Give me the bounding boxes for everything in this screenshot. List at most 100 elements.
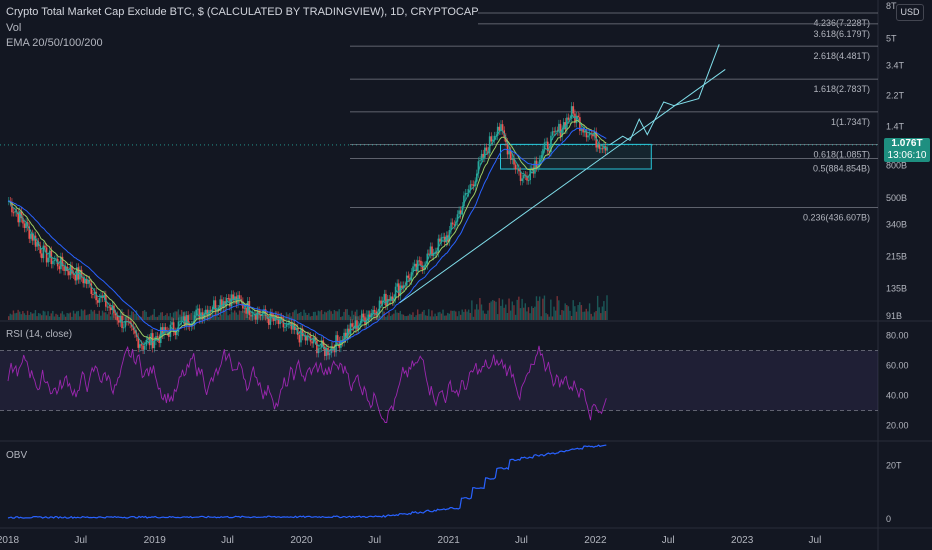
- candle-body: [490, 136, 493, 142]
- volume-bar: [230, 311, 233, 320]
- volume-bar: [410, 314, 413, 320]
- volume-bar: [52, 310, 54, 320]
- currency-button[interactable]: USD: [896, 4, 924, 21]
- candle-body: [109, 307, 112, 311]
- volume-bar: [495, 301, 497, 320]
- candle-body: [484, 147, 486, 158]
- time-axis-tick: Jul: [74, 535, 87, 546]
- candle-body: [580, 128, 583, 131]
- candle-body: [448, 229, 451, 242]
- volume-bar: [66, 313, 68, 320]
- volume-bar: [603, 301, 605, 320]
- volume-bar: [135, 310, 138, 320]
- candle-body: [71, 265, 73, 274]
- volume-indicator-label[interactable]: Vol: [6, 22, 22, 34]
- volume-bar: [101, 310, 104, 320]
- rsi-axis-tick: 20.00: [886, 421, 909, 431]
- volume-bar: [63, 314, 65, 320]
- volume-bar: [421, 311, 424, 320]
- candle-body: [79, 269, 81, 280]
- volume-bar: [147, 316, 149, 320]
- candle-body: [279, 316, 281, 325]
- candle-body: [80, 269, 83, 278]
- volume-bar: [332, 313, 334, 320]
- candle-body: [139, 344, 141, 348]
- volume-bar: [354, 311, 356, 320]
- candle-body: [506, 142, 509, 155]
- candle-body: [122, 327, 125, 329]
- volume-bar: [585, 308, 587, 320]
- volume-bar: [211, 315, 213, 320]
- volume-bar: [432, 316, 435, 320]
- candle-body: [216, 308, 218, 311]
- volume-bar: [166, 313, 168, 320]
- volume-bar: [227, 315, 229, 320]
- rsi-axis-tick: 80.00: [886, 331, 909, 341]
- candle-body: [453, 224, 456, 226]
- volume-bar: [169, 313, 172, 320]
- candle-body: [393, 298, 395, 302]
- candle-body: [535, 160, 538, 168]
- volume-bar: [575, 311, 578, 320]
- fib-level-label: 0.236(436.607B): [803, 212, 870, 222]
- volume-bar: [95, 313, 97, 320]
- volume-bar: [224, 309, 226, 320]
- volume-bar: [92, 311, 94, 320]
- volume-bar: [308, 313, 310, 320]
- candle-body: [158, 337, 160, 343]
- volume-bar: [429, 316, 432, 320]
- candle-body: [145, 340, 148, 346]
- candle-body: [343, 332, 345, 343]
- symbol-title[interactable]: Crypto Total Market Cap Exclude BTC, $ (…: [6, 6, 479, 18]
- candle-body: [250, 315, 252, 317]
- ema-100-line: [7, 127, 607, 343]
- volume-bar: [484, 313, 486, 320]
- candle-body: [82, 277, 84, 284]
- candle-body: [285, 324, 288, 327]
- candle-body: [198, 308, 201, 320]
- candle-body: [540, 155, 543, 160]
- candle-body: [292, 323, 294, 330]
- price-axis-tick: 3.4T: [886, 60, 905, 70]
- volume-bar: [30, 312, 32, 320]
- volume-bar: [580, 305, 583, 320]
- volume-bar: [548, 316, 550, 320]
- fib-level-label: 0.618(1.085T): [813, 149, 870, 159]
- volume-bar: [47, 311, 49, 320]
- volume-bar: [606, 295, 608, 320]
- volume-bar: [450, 310, 452, 320]
- volume-bar: [90, 309, 92, 320]
- candle-body: [598, 143, 601, 149]
- candle-body: [344, 332, 347, 339]
- volume-bar: [485, 313, 488, 320]
- candle-body: [103, 294, 106, 298]
- rsi-indicator-label[interactable]: RSI (14, close): [6, 329, 73, 340]
- volume-bar: [48, 316, 51, 320]
- volume-bar: [461, 309, 463, 320]
- volume-bar: [590, 313, 592, 320]
- candle-body: [232, 294, 234, 301]
- candle-body: [256, 310, 259, 320]
- candle-body: [361, 313, 363, 323]
- candle-body: [601, 148, 604, 150]
- obv-indicator-label[interactable]: OBV: [6, 450, 28, 461]
- volume-bar: [314, 311, 316, 320]
- volume-bar: [14, 313, 16, 320]
- candle-body: [585, 130, 588, 138]
- volume-bar: [23, 313, 26, 320]
- volume-bar: [521, 298, 523, 320]
- ema-50-line: [7, 119, 607, 349]
- candle-body: [219, 299, 222, 312]
- volume-bar: [219, 314, 221, 320]
- volume-bar: [37, 313, 40, 320]
- candle-body: [466, 192, 468, 194]
- candle-body: [98, 298, 101, 303]
- volume-bar: [50, 313, 52, 320]
- candle-body: [596, 143, 599, 148]
- ema-indicator-label[interactable]: EMA 20/50/100/200: [6, 37, 103, 49]
- volume-bar: [142, 311, 144, 320]
- volume-bar: [242, 310, 244, 320]
- candle-body: [432, 252, 435, 256]
- volume-bar: [389, 316, 392, 320]
